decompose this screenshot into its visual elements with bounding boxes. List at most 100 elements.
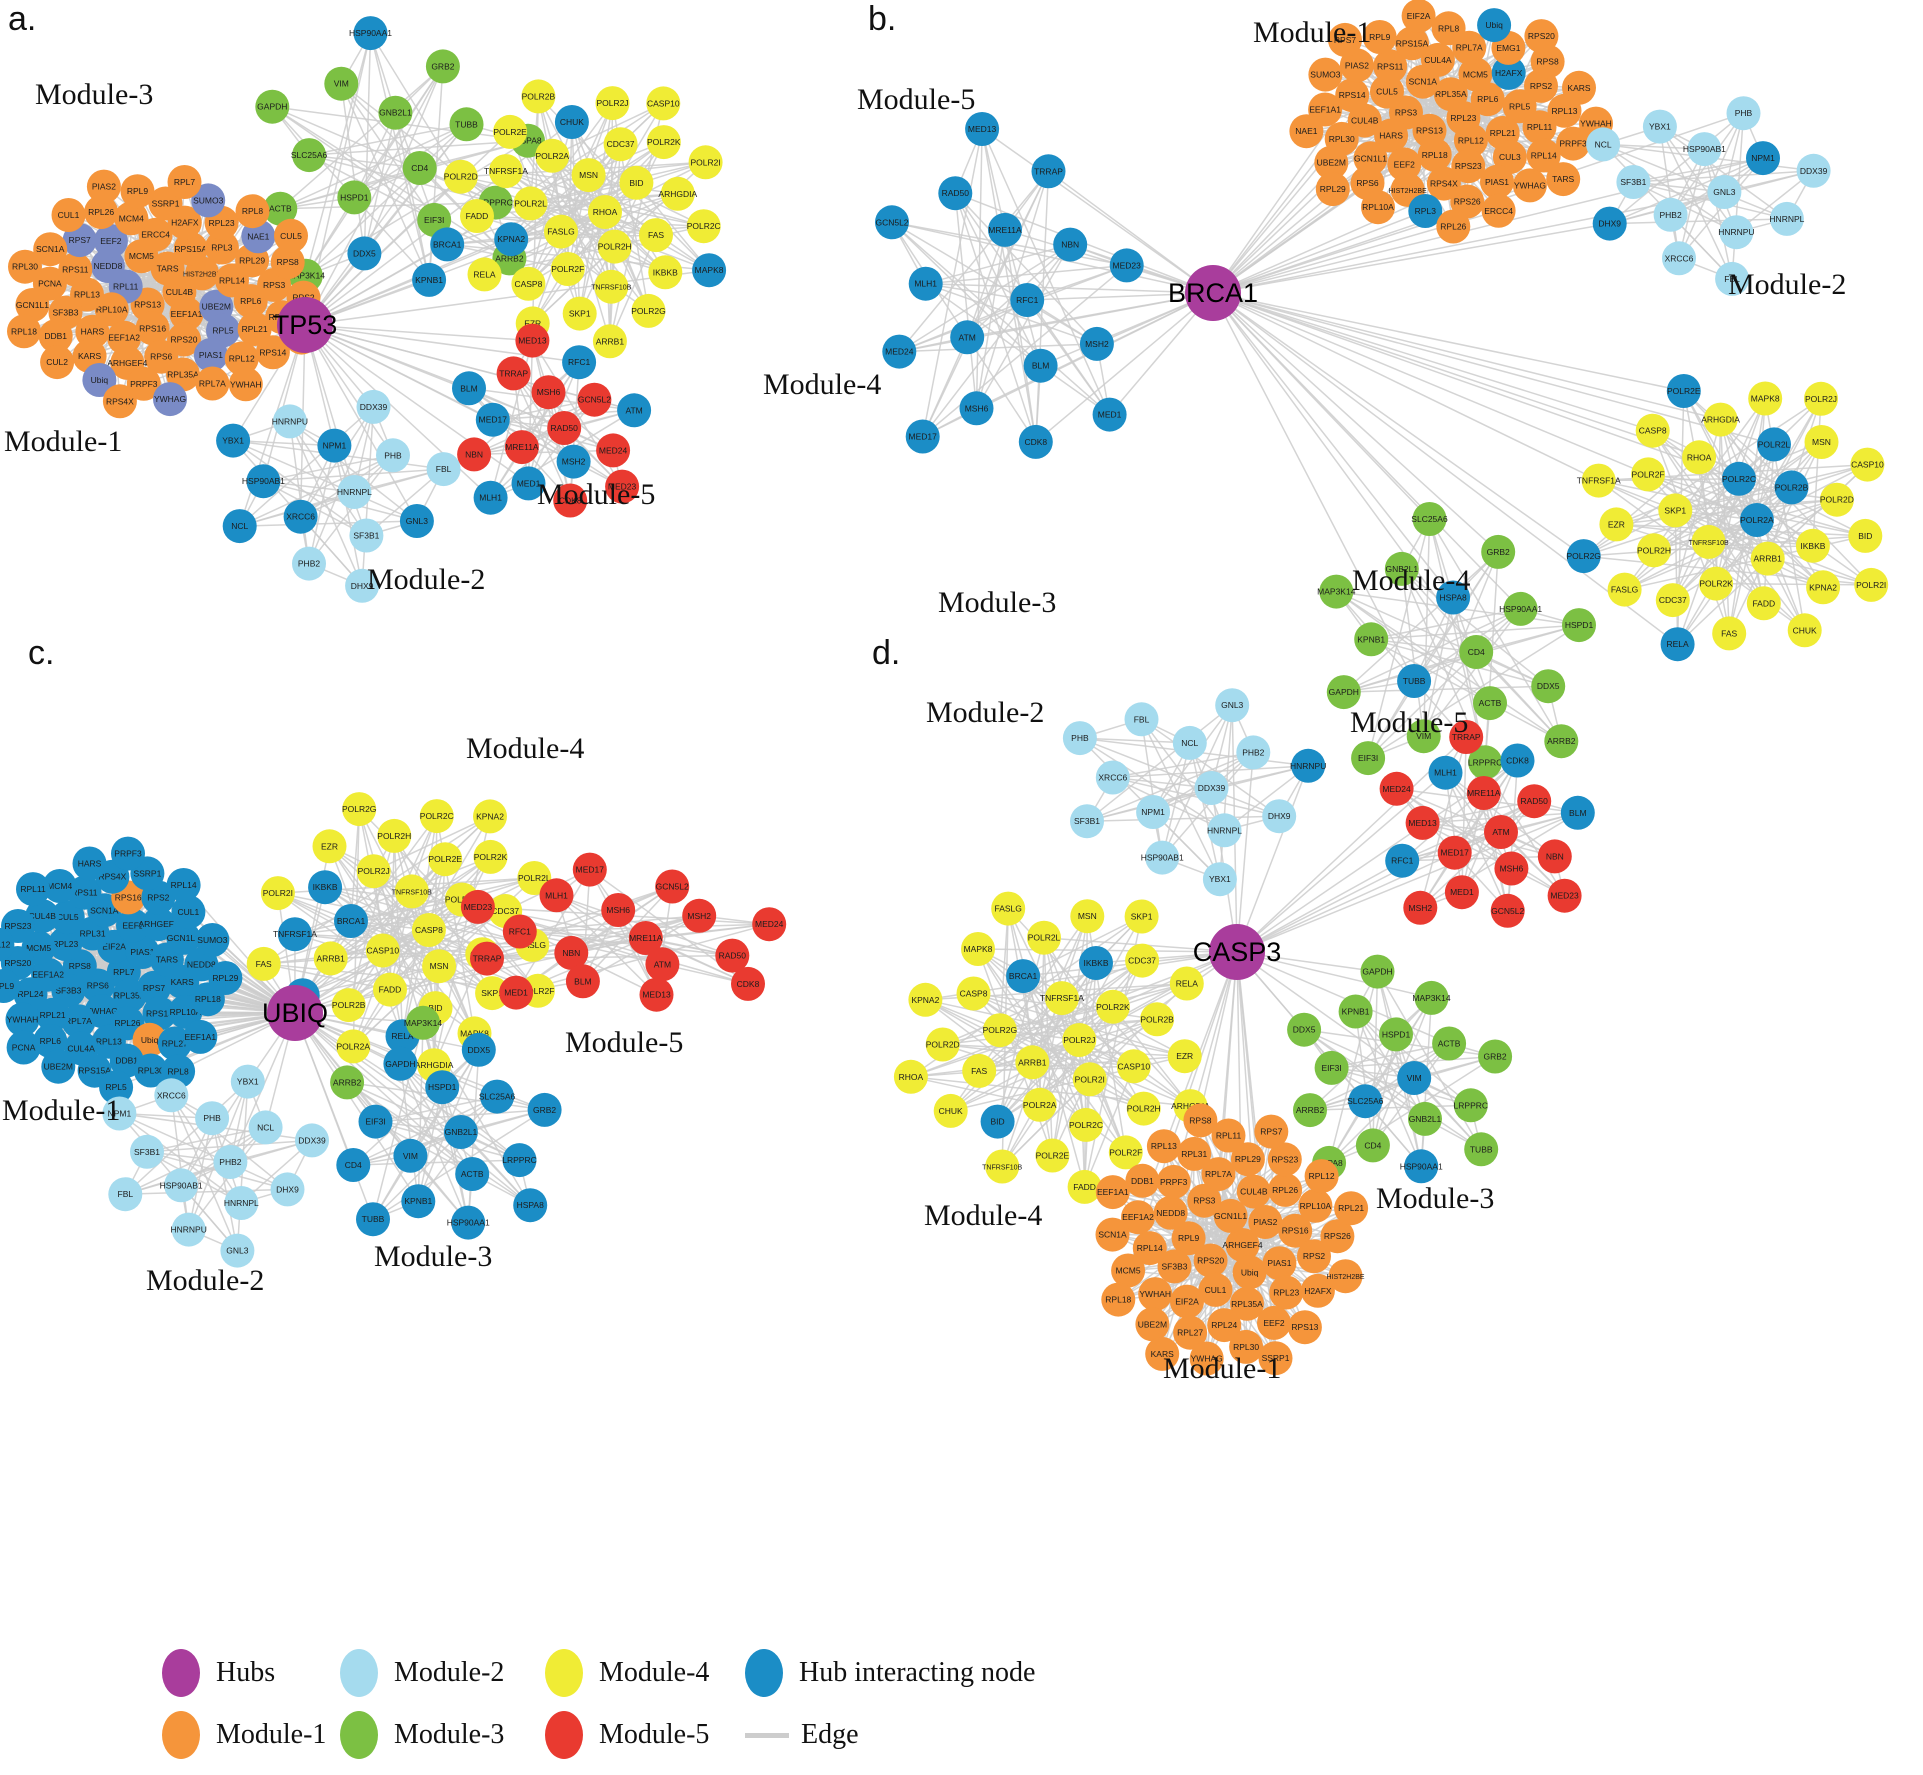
node-d-MED24[interactable]: MED24 xyxy=(1379,771,1414,806)
node-d-PHB2[interactable]: PHB2 xyxy=(1236,735,1271,770)
node-b-MAPK8[interactable]: MAPK8 xyxy=(1748,381,1783,416)
gene-node-circle[interactable] xyxy=(1031,154,1066,189)
gene-node-circle[interactable] xyxy=(1436,580,1471,615)
gene-node-circle[interactable] xyxy=(224,341,259,376)
node-c-RPL14[interactable]: RPL14 xyxy=(166,868,201,902)
node-c-POLR2E[interactable]: POLR2E xyxy=(428,842,462,877)
node-b-GCN5L2[interactable]: GCN5L2 xyxy=(875,205,909,240)
node-b-EIF2A[interactable]: EIF2A xyxy=(1401,0,1436,33)
node-b-NAE1[interactable]: NAE1 xyxy=(1289,114,1324,149)
node-d-PIAS2[interactable]: PIAS2 xyxy=(1248,1205,1283,1239)
node-b-EIF3I[interactable]: EIF3I xyxy=(1351,741,1386,776)
node-d-UBE2M[interactable]: UBE2M xyxy=(1135,1307,1170,1342)
node-a-FADD[interactable]: FADD xyxy=(460,199,494,233)
node-b-CDK8[interactable]: CDK8 xyxy=(1018,424,1053,459)
gene-node-circle[interactable] xyxy=(1481,193,1516,228)
node-a-SF3B1[interactable]: SF3B1 xyxy=(349,518,384,553)
node-b-POLR2E[interactable]: POLR2E xyxy=(1666,374,1701,408)
gene-node-circle[interactable] xyxy=(246,946,281,981)
gene-node-circle[interactable] xyxy=(1451,149,1486,184)
gene-node-circle[interactable] xyxy=(1466,776,1501,810)
node-a-HSPD1[interactable]: HSPD1 xyxy=(337,180,372,215)
gene-node-circle[interactable] xyxy=(1491,55,1526,90)
node-d-HNRNPU[interactable]: HNRNPU xyxy=(1290,748,1326,783)
node-b-POLR2C[interactable]: POLR2C xyxy=(1722,461,1756,496)
gene-node-circle[interactable] xyxy=(1173,1315,1208,1350)
gene-node-circle[interactable] xyxy=(1379,771,1414,806)
node-d-KPNB1[interactable]: KPNB1 xyxy=(1338,994,1373,1029)
gene-node-circle[interactable] xyxy=(336,1148,371,1182)
gene-node-circle[interactable] xyxy=(317,428,352,463)
gene-node-circle[interactable] xyxy=(1524,19,1559,54)
node-d-RPL13[interactable]: RPL13 xyxy=(1146,1129,1181,1164)
gene-node-circle[interactable] xyxy=(550,252,585,286)
node-c-PHB2[interactable]: PHB2 xyxy=(213,1145,248,1179)
gene-node-circle[interactable] xyxy=(220,1233,255,1268)
gene-node-circle[interactable] xyxy=(138,217,173,252)
gene-node-circle[interactable] xyxy=(1719,215,1754,250)
node-d-NBN[interactable]: NBN xyxy=(1537,839,1572,874)
gene-node-circle[interactable] xyxy=(467,257,502,292)
node-b-KPNA2[interactable]: KPNA2 xyxy=(1806,570,1841,605)
gene-node-circle[interactable] xyxy=(470,941,504,976)
node-c-EIF3I[interactable]: EIF3I xyxy=(358,1104,393,1139)
gene-node-circle[interactable] xyxy=(1215,688,1250,723)
node-a-CDC37[interactable]: CDC37 xyxy=(603,127,638,162)
gene-node-circle[interactable] xyxy=(1111,1253,1146,1288)
node-d-HSP90AB1[interactable]: HSP90AB1 xyxy=(1141,840,1184,875)
gene-node-circle[interactable] xyxy=(1167,1039,1202,1074)
gene-node-circle[interactable] xyxy=(1183,1103,1218,1138)
gene-node-circle[interactable] xyxy=(277,917,312,952)
node-a-PHB2[interactable]: PHB2 xyxy=(292,546,326,581)
gene-node-circle[interactable] xyxy=(58,252,93,287)
node-d-CASP8[interactable]: CASP8 xyxy=(956,976,991,1011)
node-c-EEF1A1[interactable]: EEF1A1 xyxy=(183,1019,218,1054)
gene-node-circle[interactable] xyxy=(1726,96,1761,131)
gene-node-circle[interactable] xyxy=(1449,720,1484,754)
node-c-MED1[interactable]: MED1 xyxy=(499,975,534,1010)
gene-node-circle[interactable] xyxy=(292,546,326,581)
gene-node-circle[interactable] xyxy=(272,404,307,439)
gene-node-circle[interactable] xyxy=(274,218,308,253)
node-b-MSH6[interactable]: MSH6 xyxy=(959,391,994,426)
gene-node-circle[interactable] xyxy=(908,982,943,1017)
node-a-CASP8[interactable]: CASP8 xyxy=(511,266,546,301)
node-b-ARRB2[interactable]: ARRB2 xyxy=(1544,724,1579,759)
node-d-RELA[interactable]: RELA xyxy=(1169,966,1204,1001)
gene-node-circle[interactable] xyxy=(956,976,991,1011)
gene-node-circle[interactable] xyxy=(1198,1272,1233,1307)
node-c-POLR2H[interactable]: POLR2H xyxy=(377,818,411,853)
gene-node-circle[interactable] xyxy=(356,1202,390,1237)
gene-node-circle[interactable] xyxy=(108,1177,143,1212)
gene-node-circle[interactable] xyxy=(1171,1221,1206,1256)
gene-node-circle[interactable] xyxy=(1062,721,1097,756)
gene-node-circle[interactable] xyxy=(324,66,359,101)
gene-node-circle[interactable] xyxy=(556,444,591,479)
gene-node-circle[interactable] xyxy=(1354,622,1389,657)
gene-node-circle[interactable] xyxy=(1298,1188,1333,1223)
gene-node-circle[interactable] xyxy=(0,969,21,1003)
gene-node-circle[interactable] xyxy=(1503,591,1538,626)
gene-node-circle[interactable] xyxy=(1262,1246,1297,1281)
node-a-KPNA2[interactable]: KPNA2 xyxy=(494,222,529,257)
gene-node-circle[interactable] xyxy=(94,292,129,327)
node-d-HSP90AA1[interactable]: HSP90AA1 xyxy=(1400,1149,1443,1184)
gene-node-circle[interactable] xyxy=(1537,839,1572,874)
gene-node-circle[interactable] xyxy=(1145,840,1180,875)
gene-node-circle[interactable] xyxy=(1125,1163,1160,1198)
gene-node-circle[interactable] xyxy=(16,872,50,907)
node-b-MED17[interactable]: MED17 xyxy=(905,419,940,454)
node-b-KARS[interactable]: KARS xyxy=(1562,70,1596,105)
node-c-PRPF3[interactable]: PRPF3 xyxy=(111,836,145,871)
node-d-POLR2A[interactable]: POLR2A xyxy=(1022,1087,1057,1122)
gene-node-circle[interactable] xyxy=(1473,686,1507,721)
gene-node-circle[interactable] xyxy=(443,1115,478,1149)
gene-node-circle[interactable] xyxy=(1666,374,1701,408)
node-c-POLR2C[interactable]: POLR2C xyxy=(420,799,454,834)
node-a-HSP90AB1[interactable]: HSP90AB1 xyxy=(242,464,285,499)
gene-node-circle[interactable] xyxy=(515,323,550,358)
gene-node-circle[interactable] xyxy=(1339,48,1374,83)
gene-node-circle[interactable] xyxy=(1544,724,1579,759)
node-a-CUL1[interactable]: CUL1 xyxy=(51,198,86,232)
gene-node-circle[interactable] xyxy=(313,941,348,976)
